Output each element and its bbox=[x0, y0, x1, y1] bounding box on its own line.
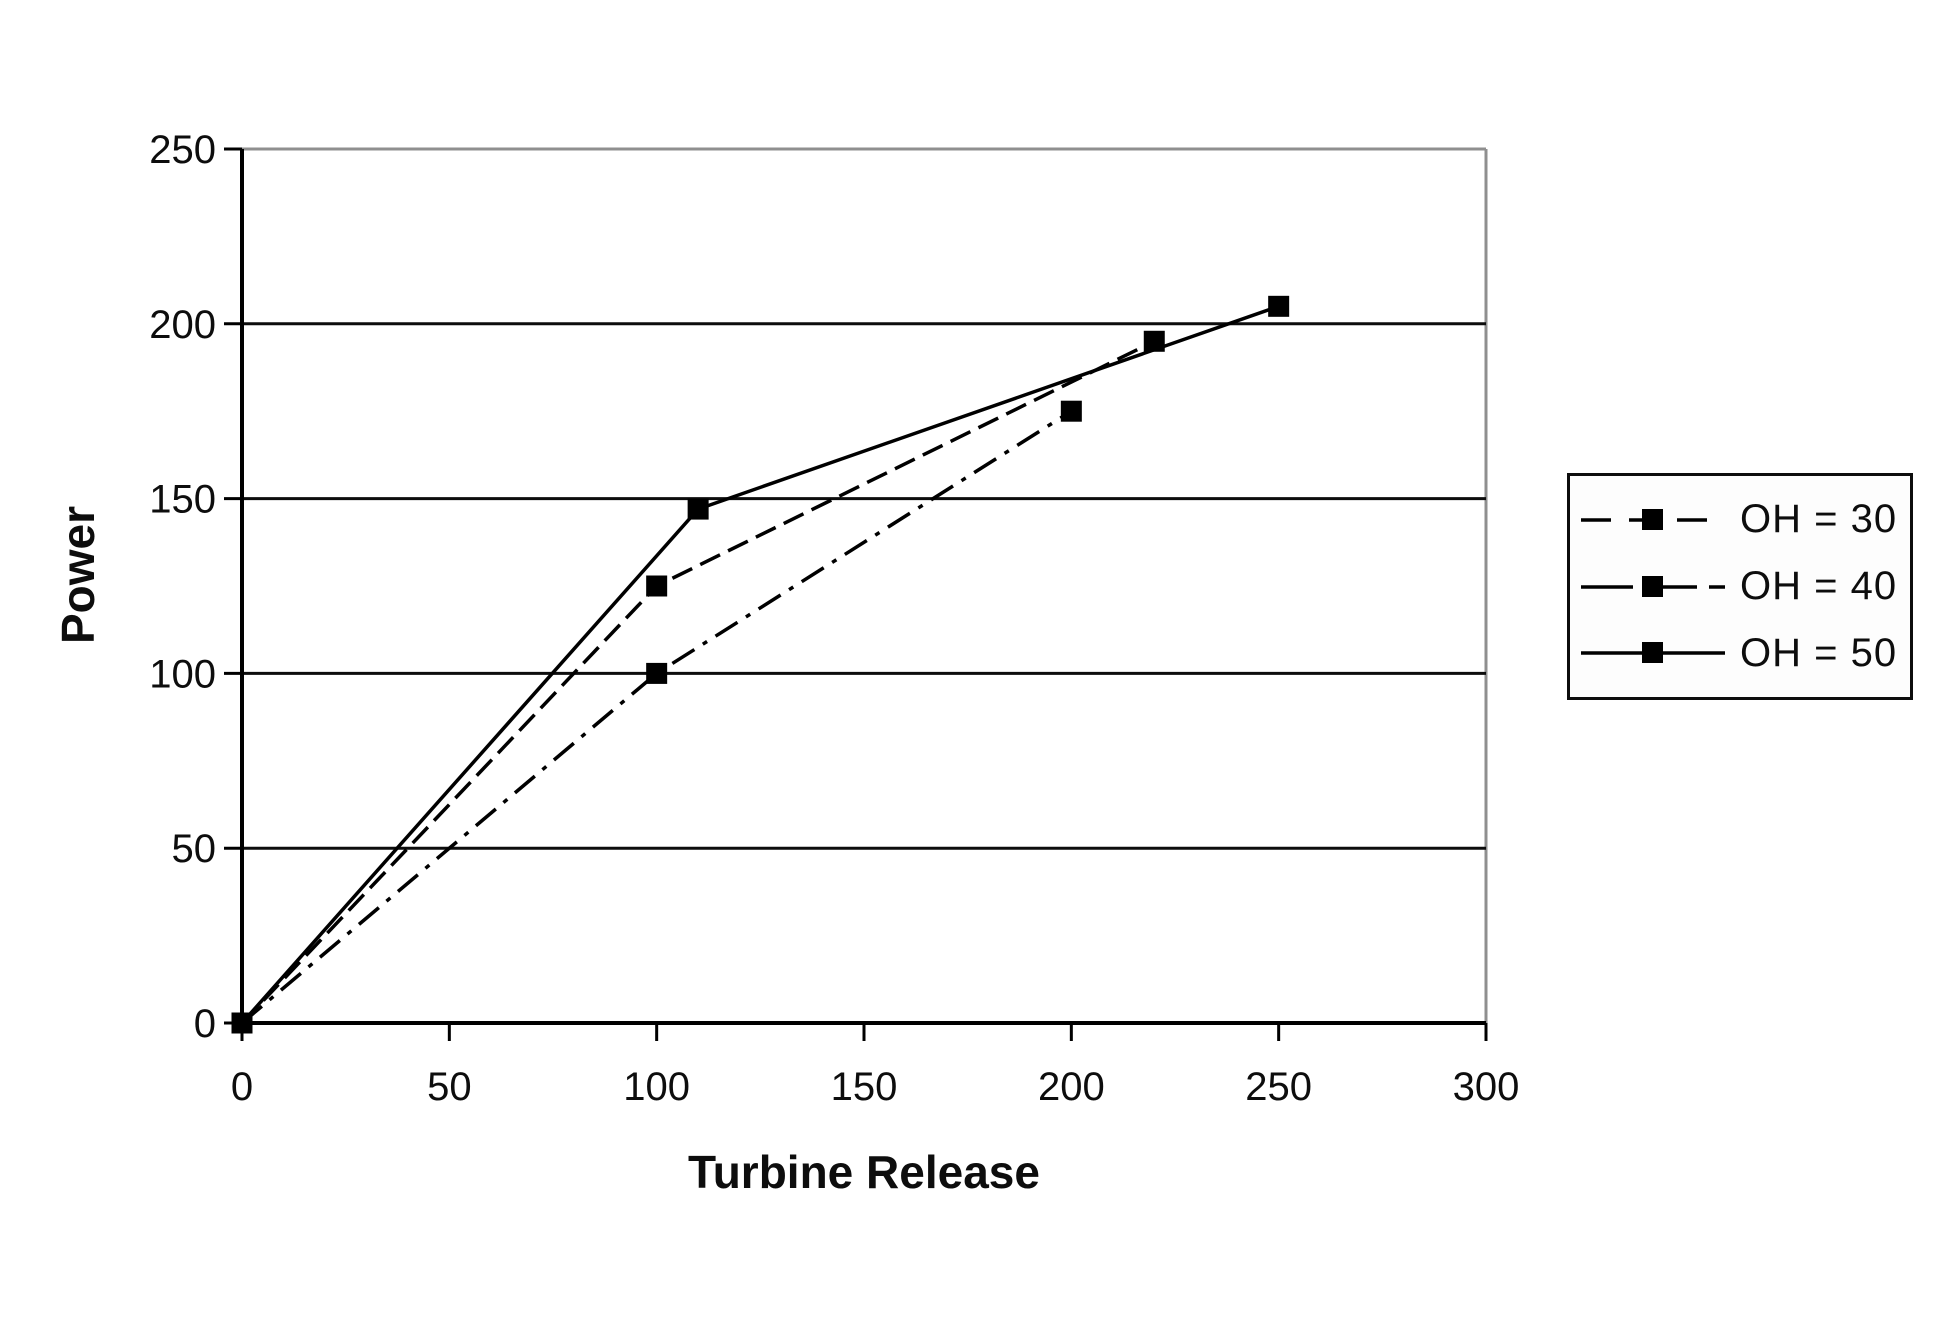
y-tick-label: 150 bbox=[149, 478, 216, 522]
y-axis-title: Power bbox=[52, 505, 104, 645]
legend-line-sample-oh-50 bbox=[1581, 642, 1725, 664]
legend-sample-marker bbox=[1642, 575, 1663, 597]
legend-entry-oh-40: OH = 40 bbox=[1578, 564, 1910, 610]
series-line-oh-50 bbox=[240, 304, 1280, 1025]
data-point-marker-oh-40 bbox=[646, 575, 668, 597]
y-tick-label: 200 bbox=[149, 303, 216, 347]
data-point-marker-oh-30 bbox=[1060, 400, 1082, 422]
x-tick-label: 0 bbox=[231, 1065, 253, 1109]
x-tick-label: 250 bbox=[1245, 1065, 1312, 1109]
data-point-marker-oh-50 bbox=[687, 498, 709, 520]
x-tick-label: 100 bbox=[623, 1065, 690, 1109]
x-tick-label: 150 bbox=[831, 1065, 898, 1109]
x-tick-label: 300 bbox=[1453, 1065, 1520, 1109]
legend-line-sample-oh-40 bbox=[1581, 575, 1725, 597]
data-point-marker-oh-50 bbox=[1268, 295, 1290, 317]
y-tick-label: 250 bbox=[149, 128, 216, 172]
y-tick-label: 50 bbox=[172, 827, 217, 871]
series-line-oh-30 bbox=[240, 409, 1073, 1025]
x-tick-label: 50 bbox=[427, 1065, 472, 1109]
y-tick-label: 0 bbox=[194, 1002, 216, 1046]
data-point-marker-oh-50 bbox=[231, 1012, 253, 1034]
data-point-marker-oh-30 bbox=[646, 662, 668, 684]
legend-label: OH = 30 bbox=[1740, 497, 1898, 542]
x-tick-label: 200 bbox=[1038, 1065, 1105, 1109]
legend-entry-oh-50: OH = 50 bbox=[1578, 630, 1910, 676]
legend-sample-marker bbox=[1642, 642, 1663, 664]
y-tick-label: 100 bbox=[149, 652, 216, 696]
legend-sample-marker bbox=[1642, 508, 1663, 530]
legend-line-sample-oh-30 bbox=[1581, 508, 1725, 530]
x-axis-title: Turbine Release bbox=[688, 1146, 1040, 1198]
legend-label: OH = 40 bbox=[1740, 564, 1898, 608]
legend-label: OH = 50 bbox=[1740, 630, 1898, 675]
legend-entry-oh-30: OH = 30 bbox=[1578, 497, 1910, 543]
legend: OH = 30 OH = 40 OH = 50 bbox=[1567, 473, 1913, 700]
